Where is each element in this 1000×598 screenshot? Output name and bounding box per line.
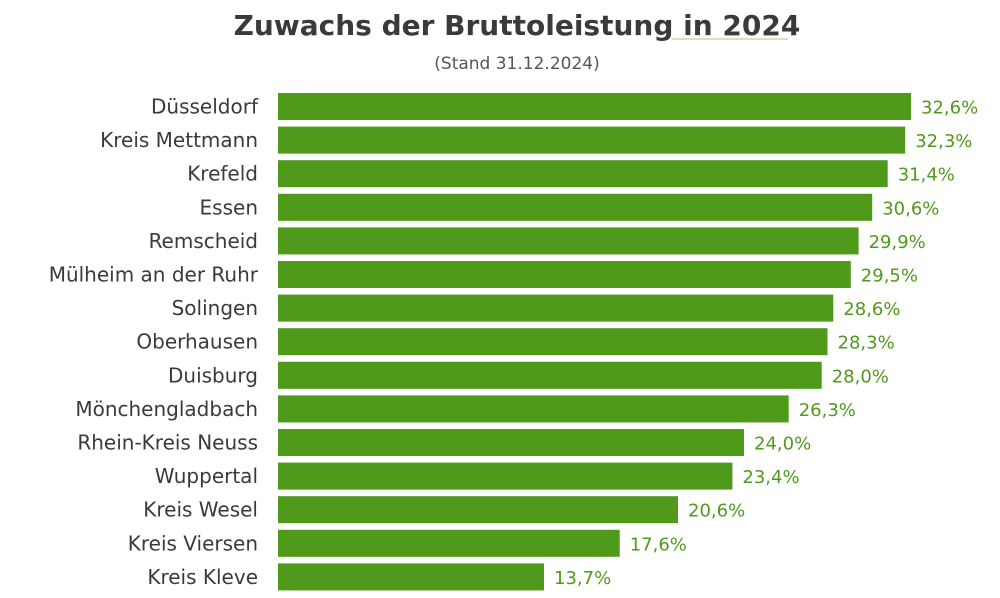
bars-group: Düsseldorf 32,6% Kreis Mettmann 32,3% Krefel… xyxy=(49,93,978,591)
category-label: Düsseldorf xyxy=(151,95,259,119)
bar xyxy=(278,529,620,557)
bar xyxy=(278,193,873,221)
bar xyxy=(278,395,789,423)
bar xyxy=(278,563,544,591)
bar xyxy=(278,261,851,288)
value-label: 32,3% xyxy=(915,131,972,152)
category-label: Remscheid xyxy=(149,229,258,253)
category-label: Mönchengladbach xyxy=(75,397,258,421)
category-label: Oberhausen xyxy=(136,330,258,354)
category-label: Kreis Viersen xyxy=(128,531,258,555)
value-label: 20,6% xyxy=(688,501,745,522)
bar xyxy=(278,496,678,524)
category-label: Kreis Mettmann xyxy=(100,128,258,152)
value-label: 29,9% xyxy=(869,232,926,253)
value-label: 24,0% xyxy=(754,434,811,455)
value-label: 23,4% xyxy=(742,467,799,488)
chart-title: Zuwachs der Bruttoleistung in 2024 xyxy=(234,9,801,42)
category-label: Solingen xyxy=(172,296,258,320)
bar xyxy=(278,126,906,154)
category-label: Mülheim an der Ruhr xyxy=(49,263,259,287)
bar xyxy=(278,227,859,255)
bar xyxy=(278,93,911,120)
bar xyxy=(278,462,733,490)
category-label: Krefeld xyxy=(187,162,258,186)
bar xyxy=(278,160,888,188)
category-label: Kreis Kleve xyxy=(147,565,258,589)
category-label: Kreis Wesel xyxy=(143,498,258,522)
value-label: 31,4% xyxy=(898,165,955,186)
bar xyxy=(278,328,828,356)
chart-subtitle: (Stand 31.12.2024) xyxy=(434,54,599,74)
category-label: Rhein-Kreis Neuss xyxy=(77,431,258,455)
bar xyxy=(278,429,744,456)
value-label: 17,6% xyxy=(630,534,687,555)
category-label: Essen xyxy=(200,195,258,219)
category-label: Wuppertal xyxy=(155,464,258,488)
bar xyxy=(278,361,822,389)
value-label: 13,7% xyxy=(554,568,611,589)
value-label: 30,6% xyxy=(882,198,939,219)
bar xyxy=(278,294,834,322)
value-label: 29,5% xyxy=(861,266,918,287)
value-label: 26,3% xyxy=(799,400,856,421)
value-label: 32,6% xyxy=(921,98,978,119)
value-label: 28,6% xyxy=(843,299,900,320)
value-label: 28,0% xyxy=(832,366,889,387)
value-label: 28,3% xyxy=(838,333,895,354)
category-label: Duisburg xyxy=(168,363,258,387)
